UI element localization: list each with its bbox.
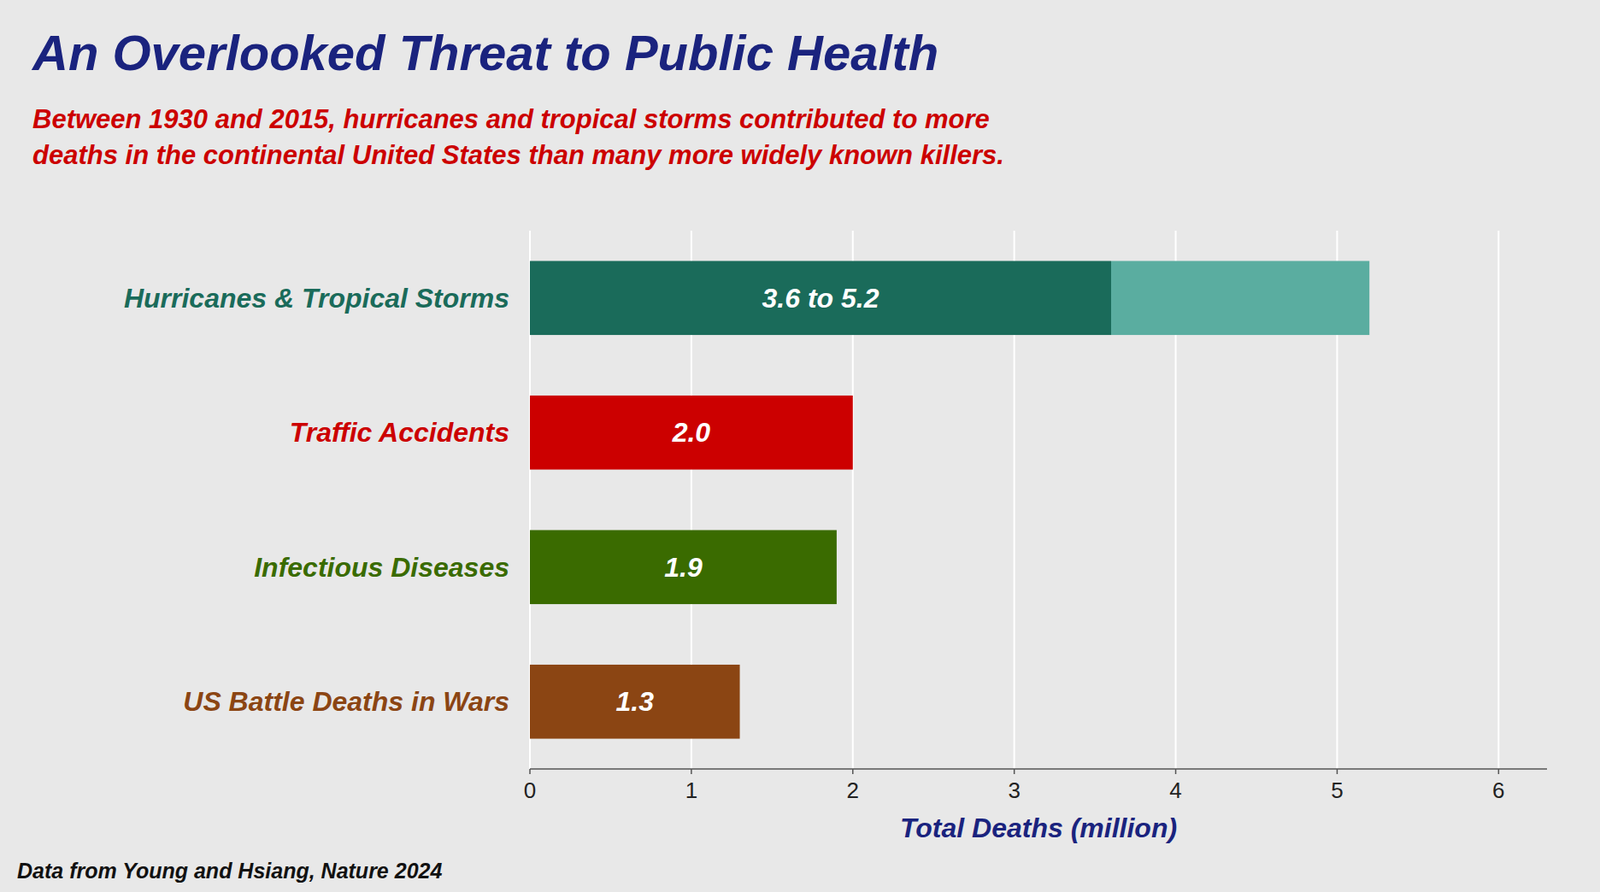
tick-label: 5: [1330, 777, 1343, 804]
tick-mark: [1013, 769, 1016, 775]
tick-label: 2: [847, 777, 859, 804]
bar: [529, 529, 837, 605]
tick-mark: [1336, 769, 1339, 775]
x-axis-line: [529, 768, 1548, 771]
category-labels: Hurricanes & Tropical Storms Traffic Acci…: [123, 282, 510, 718]
tick-mark: [1498, 769, 1500, 775]
title: An Overlooked Threat to Public Health: [30, 24, 939, 81]
tick-label: 0: [523, 777, 536, 804]
background: [0, 0, 1600, 892]
data-label: 3.6 to 5.2: [762, 282, 880, 314]
data-label: 2.0: [671, 417, 712, 448]
data-label: 1.3: [616, 686, 655, 718]
category-label: US Battle Deaths in Wars: [182, 686, 510, 718]
tick-label: 4: [1169, 777, 1182, 804]
chart: An Overlooked Threat to Public Health Bet…: [0, 0, 1600, 892]
tick-mark: [529, 769, 531, 775]
x-ticks: 0 1 2 3 4 5 6: [523, 769, 1506, 804]
category-label: Traffic Accidents: [289, 417, 510, 448]
category-label: Infectious Diseases: [253, 552, 510, 583]
tick-label: 6: [1492, 777, 1505, 804]
tick-label: 3: [1007, 777, 1020, 804]
tick-mark: [1175, 769, 1177, 775]
tick-label: 1: [685, 777, 698, 804]
data-labels: 3.6 to 5.2 2.0 1.9 1.3: [616, 282, 880, 718]
category-label: Hurricanes & Tropical Storms: [123, 282, 510, 314]
source-note: Data from Young and Hsiang, Nature 2024: [17, 858, 442, 883]
bar: [529, 260, 1112, 336]
tick-mark: [690, 769, 693, 775]
bar: [529, 395, 853, 471]
subtitle: deaths in the continental United States …: [32, 140, 1005, 171]
bars: [529, 260, 1370, 739]
subtitle: Between 1930 and 2015, hurricanes and tr…: [32, 104, 990, 135]
data-label: 1.9: [664, 552, 703, 583]
bar-extension: [1111, 260, 1370, 336]
tick-mark: [852, 769, 854, 775]
grid-line: [1497, 230, 1500, 770]
bar: [529, 664, 741, 740]
x-axis-label: Total Deaths (million): [900, 812, 1177, 844]
x-grid: [529, 230, 1499, 770]
